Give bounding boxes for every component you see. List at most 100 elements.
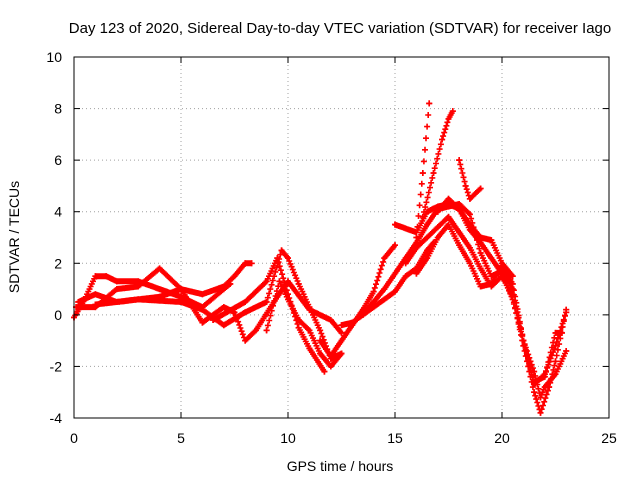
series-track-15 bbox=[456, 157, 484, 202]
data-point bbox=[306, 304, 313, 311]
y-tick-label: 0 bbox=[54, 307, 62, 323]
x-tick-label: 5 bbox=[177, 430, 185, 446]
data-point bbox=[220, 304, 227, 311]
data-point bbox=[210, 317, 217, 324]
data-point bbox=[317, 327, 324, 334]
data-point bbox=[445, 221, 452, 228]
data-point bbox=[520, 337, 527, 344]
grid-lines bbox=[74, 57, 609, 418]
x-axis-ticks: 0 5 10 15 20 25 bbox=[70, 57, 617, 446]
data-point bbox=[466, 195, 473, 202]
y-tick-label: -2 bbox=[50, 358, 63, 374]
data-point bbox=[92, 291, 99, 298]
data-point bbox=[546, 384, 553, 391]
x-tick-label: 25 bbox=[601, 430, 617, 446]
data-point bbox=[558, 329, 565, 336]
data-point bbox=[499, 260, 505, 267]
y-axis-ticks: -4 -2 0 2 4 6 8 10 bbox=[46, 49, 609, 426]
chart-title: Day 123 of 2020, Sidereal Day-to-day VTE… bbox=[69, 20, 611, 37]
data-point bbox=[338, 322, 345, 329]
y-tick-label: 10 bbox=[46, 49, 62, 65]
data-point bbox=[439, 136, 446, 143]
data-point bbox=[456, 242, 463, 249]
data-point bbox=[199, 306, 206, 313]
x-tick-label: 15 bbox=[387, 430, 403, 446]
data-point bbox=[466, 221, 473, 228]
data-point bbox=[103, 273, 110, 280]
data-point bbox=[252, 327, 259, 334]
x-tick-label: 20 bbox=[494, 430, 510, 446]
data-point bbox=[449, 108, 456, 115]
data-point bbox=[199, 291, 206, 298]
data-point bbox=[278, 247, 285, 254]
x-tick-label: 10 bbox=[280, 430, 296, 446]
data-point bbox=[402, 260, 409, 267]
data-point bbox=[274, 255, 281, 262]
data-point bbox=[242, 337, 249, 344]
data-point bbox=[531, 378, 538, 385]
series-track-11 bbox=[402, 213, 570, 416]
data-point bbox=[156, 265, 163, 272]
series-track-12 bbox=[413, 221, 565, 385]
data-point bbox=[242, 309, 249, 316]
data-point bbox=[135, 296, 142, 303]
data-point bbox=[537, 409, 544, 416]
data-point bbox=[135, 278, 142, 285]
data-point bbox=[466, 244, 473, 251]
data-point bbox=[370, 288, 377, 295]
data-point bbox=[242, 298, 249, 305]
data-point bbox=[295, 280, 302, 287]
series-track-6 bbox=[263, 278, 345, 370]
data-point bbox=[424, 255, 431, 262]
data-point bbox=[424, 247, 431, 254]
data-point bbox=[426, 100, 433, 107]
data-point bbox=[488, 255, 495, 262]
data-point bbox=[338, 337, 345, 344]
data-point bbox=[220, 322, 227, 329]
data-point bbox=[327, 317, 334, 324]
data-point bbox=[306, 327, 313, 334]
data-point bbox=[295, 324, 302, 331]
series-track-16 bbox=[434, 195, 516, 280]
data-point bbox=[488, 237, 495, 244]
data-point bbox=[263, 298, 270, 305]
data-point bbox=[113, 278, 120, 285]
data-point bbox=[381, 286, 388, 293]
data-point bbox=[552, 329, 559, 336]
y-tick-label: 2 bbox=[54, 255, 62, 271]
data-point bbox=[424, 234, 431, 241]
y-tick-label: -4 bbox=[50, 410, 63, 426]
data-point bbox=[541, 373, 548, 380]
data-point bbox=[295, 317, 302, 324]
x-axis-label: GPS time / hours bbox=[287, 458, 394, 474]
y-tick-label: 8 bbox=[54, 101, 62, 117]
data-points bbox=[71, 100, 570, 416]
data-point bbox=[445, 115, 452, 122]
y-axis-label: SDTVAR / TECUs bbox=[6, 181, 22, 293]
data-point bbox=[248, 260, 255, 267]
data-point bbox=[499, 273, 505, 280]
data-point bbox=[509, 280, 516, 287]
data-point bbox=[199, 319, 206, 326]
data-point bbox=[488, 280, 495, 287]
data-point bbox=[220, 283, 227, 290]
data-point bbox=[263, 327, 270, 334]
data-point bbox=[462, 182, 469, 189]
series-track-9 bbox=[359, 200, 570, 401]
data-point bbox=[456, 157, 463, 164]
data-point bbox=[413, 229, 420, 236]
data-point bbox=[434, 234, 441, 241]
data-point bbox=[113, 286, 120, 293]
data-point bbox=[466, 260, 473, 267]
y-tick-label: 6 bbox=[54, 152, 62, 168]
data-point bbox=[242, 260, 249, 267]
data-point bbox=[135, 283, 142, 290]
data-point bbox=[402, 273, 409, 280]
data-point bbox=[466, 211, 473, 218]
data-point bbox=[430, 170, 437, 177]
plot-frame bbox=[73, 56, 610, 419]
data-point bbox=[381, 296, 388, 303]
data-point bbox=[178, 298, 184, 305]
data-point bbox=[413, 244, 420, 251]
